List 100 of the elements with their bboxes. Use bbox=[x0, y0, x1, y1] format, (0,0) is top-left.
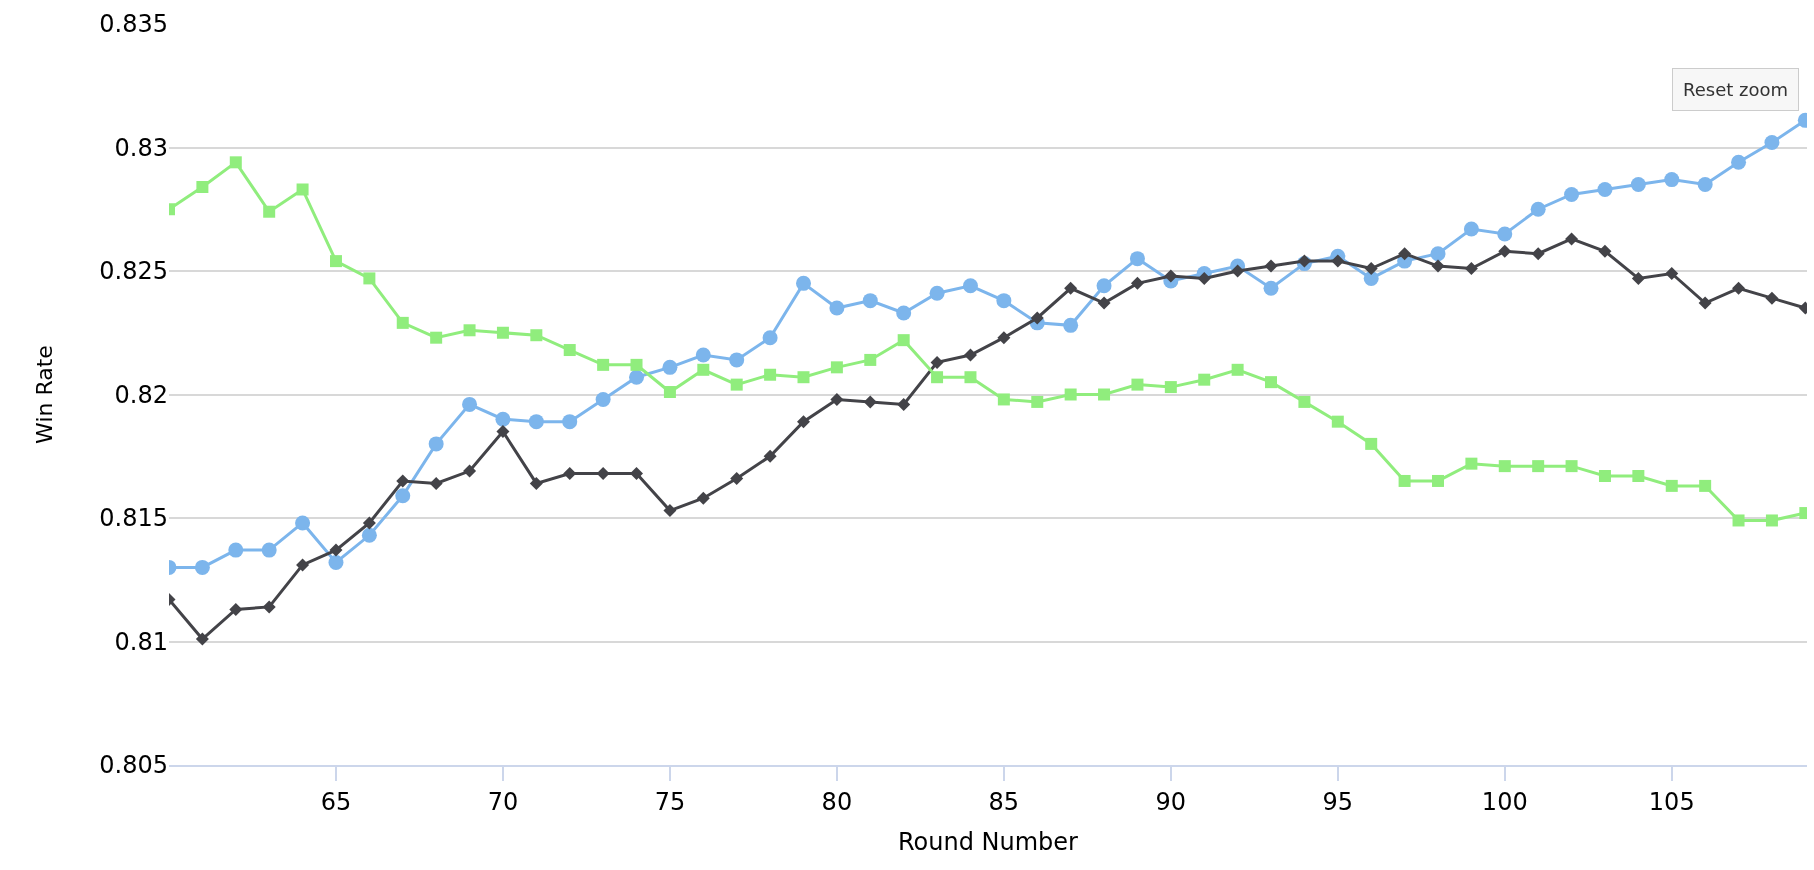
point bbox=[296, 183, 309, 196]
x-tick-label: 80 bbox=[821, 787, 853, 816]
point bbox=[1564, 186, 1580, 202]
point bbox=[1263, 280, 1279, 296]
point bbox=[363, 272, 376, 285]
point bbox=[1331, 415, 1344, 428]
x-tick-label: 90 bbox=[1155, 787, 1187, 816]
point bbox=[329, 543, 343, 557]
point bbox=[1732, 281, 1746, 295]
point bbox=[1431, 259, 1445, 273]
y-tick-label: 0.805 bbox=[99, 751, 168, 780]
point bbox=[1398, 474, 1411, 487]
point bbox=[428, 436, 444, 452]
point bbox=[830, 361, 843, 374]
point bbox=[261, 542, 277, 558]
point bbox=[830, 392, 844, 406]
x-tick-label: 105 bbox=[1648, 787, 1695, 816]
point bbox=[1731, 154, 1747, 170]
point bbox=[1164, 381, 1177, 394]
point bbox=[1697, 177, 1713, 193]
point bbox=[1531, 247, 1545, 261]
point bbox=[1598, 470, 1611, 483]
point bbox=[896, 305, 912, 321]
point bbox=[1430, 246, 1446, 262]
point bbox=[897, 334, 910, 347]
point bbox=[630, 467, 644, 481]
point bbox=[1231, 363, 1244, 376]
point bbox=[1665, 479, 1678, 492]
point bbox=[1131, 378, 1144, 391]
point bbox=[395, 488, 411, 504]
point bbox=[361, 527, 377, 543]
point bbox=[1465, 457, 1478, 470]
point bbox=[663, 504, 677, 518]
point bbox=[1598, 244, 1612, 258]
point bbox=[829, 300, 845, 316]
point bbox=[1565, 232, 1579, 246]
point bbox=[194, 559, 210, 575]
y-tick-label: 0.835 bbox=[99, 10, 168, 39]
point bbox=[930, 355, 944, 369]
point bbox=[662, 359, 678, 375]
point bbox=[396, 474, 410, 488]
y-tick-label: 0.83 bbox=[114, 133, 168, 162]
point bbox=[596, 467, 610, 481]
point bbox=[1764, 135, 1780, 151]
point bbox=[1298, 395, 1311, 408]
point bbox=[1464, 262, 1478, 276]
point bbox=[1632, 470, 1645, 483]
point bbox=[1530, 201, 1546, 217]
point bbox=[763, 449, 777, 463]
point bbox=[229, 602, 243, 616]
point bbox=[1098, 388, 1111, 401]
point bbox=[195, 632, 209, 646]
point bbox=[1197, 271, 1211, 285]
point bbox=[1097, 296, 1111, 310]
point bbox=[1363, 270, 1379, 286]
point bbox=[1732, 514, 1745, 527]
point bbox=[496, 326, 509, 339]
point bbox=[429, 476, 443, 490]
point bbox=[1364, 262, 1378, 276]
point bbox=[962, 278, 978, 294]
point bbox=[764, 368, 777, 381]
point bbox=[263, 205, 276, 218]
point bbox=[530, 329, 543, 342]
y-tick-label: 0.81 bbox=[114, 627, 168, 656]
point bbox=[762, 330, 778, 346]
x-axis-title: Round Number bbox=[898, 827, 1079, 856]
y-tick-label: 0.825 bbox=[99, 257, 168, 286]
point bbox=[695, 347, 711, 363]
point bbox=[1431, 474, 1444, 487]
point bbox=[963, 348, 977, 362]
y-tick-label: 0.815 bbox=[99, 504, 168, 533]
y-tick-label: 0.82 bbox=[114, 380, 168, 409]
point bbox=[862, 293, 878, 309]
point bbox=[229, 156, 242, 169]
point bbox=[196, 181, 209, 194]
point bbox=[997, 331, 1011, 345]
point bbox=[1096, 278, 1112, 294]
point bbox=[1532, 460, 1545, 473]
point bbox=[597, 358, 610, 371]
point bbox=[1365, 437, 1378, 450]
x-tick-label: 70 bbox=[487, 787, 519, 816]
point bbox=[1665, 266, 1679, 280]
point bbox=[1030, 311, 1044, 325]
point bbox=[562, 414, 578, 430]
point bbox=[630, 358, 643, 371]
point bbox=[295, 515, 311, 531]
point bbox=[463, 324, 476, 337]
point bbox=[1765, 291, 1779, 305]
point bbox=[1265, 376, 1278, 389]
point bbox=[663, 386, 676, 399]
point bbox=[1130, 276, 1144, 290]
point bbox=[1631, 271, 1645, 285]
point bbox=[1565, 460, 1578, 473]
point bbox=[629, 369, 645, 385]
point bbox=[996, 293, 1012, 309]
point bbox=[1164, 269, 1178, 283]
point bbox=[1198, 373, 1211, 386]
point bbox=[730, 471, 744, 485]
point bbox=[696, 491, 710, 505]
point bbox=[228, 542, 244, 558]
